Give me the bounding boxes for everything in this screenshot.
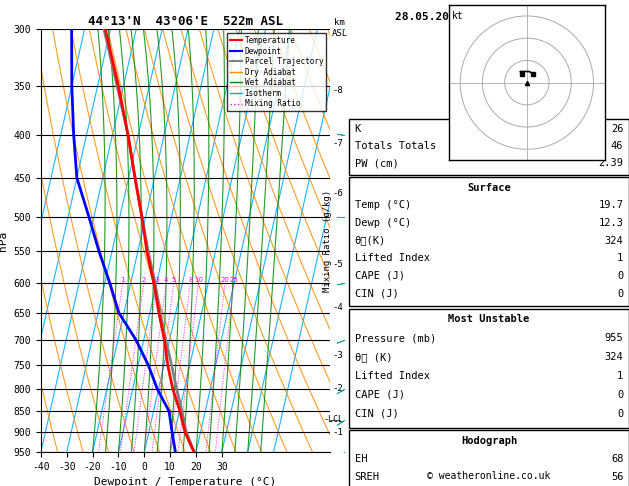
Text: Mixing Ratio (g/kg): Mixing Ratio (g/kg) <box>323 190 331 292</box>
Text: 8: 8 <box>188 278 192 283</box>
Text: 19.7: 19.7 <box>598 200 623 210</box>
Text: Surface: Surface <box>467 183 511 192</box>
Text: 10: 10 <box>194 278 203 283</box>
Text: 26: 26 <box>611 124 623 134</box>
Text: 2: 2 <box>142 278 146 283</box>
Text: K: K <box>355 124 361 134</box>
Text: 0: 0 <box>617 271 623 281</box>
Text: CIN (J): CIN (J) <box>355 289 398 298</box>
Text: -4: -4 <box>333 303 343 312</box>
Text: 2.39: 2.39 <box>598 158 623 168</box>
Text: Lifted Index: Lifted Index <box>355 253 430 263</box>
Text: © weatheronline.co.uk: © weatheronline.co.uk <box>427 471 551 481</box>
Y-axis label: hPa: hPa <box>0 230 8 251</box>
Legend: Temperature, Dewpoint, Parcel Trajectory, Dry Adiabat, Wet Adiabat, Isotherm, Mi: Temperature, Dewpoint, Parcel Trajectory… <box>227 33 326 111</box>
Text: -7: -7 <box>333 139 343 148</box>
Text: -6: -6 <box>333 190 343 198</box>
Text: CAPE (J): CAPE (J) <box>355 390 404 400</box>
Text: km
ASL: km ASL <box>331 18 348 37</box>
Text: 46: 46 <box>611 141 623 151</box>
Text: 0: 0 <box>617 289 623 298</box>
Text: 20: 20 <box>220 278 230 283</box>
Text: θᴇ(K): θᴇ(K) <box>355 236 386 245</box>
Text: 4: 4 <box>164 278 169 283</box>
Text: CAPE (J): CAPE (J) <box>355 271 404 281</box>
Bar <box>349 177 629 306</box>
Text: 0: 0 <box>617 390 623 400</box>
Text: EH: EH <box>355 454 367 464</box>
Text: -1: -1 <box>333 428 343 436</box>
Text: 1: 1 <box>617 371 623 381</box>
Text: -8: -8 <box>333 87 343 95</box>
Text: 324: 324 <box>604 352 623 362</box>
Text: 955: 955 <box>604 333 623 343</box>
Text: Pressure (mb): Pressure (mb) <box>355 333 436 343</box>
Text: CIN (J): CIN (J) <box>355 409 398 419</box>
Text: PW (cm): PW (cm) <box>355 158 398 168</box>
Text: Most Unstable: Most Unstable <box>448 314 530 324</box>
Bar <box>349 119 629 175</box>
X-axis label: Dewpoint / Temperature (°C): Dewpoint / Temperature (°C) <box>94 477 277 486</box>
Text: 5: 5 <box>172 278 176 283</box>
Text: -2: -2 <box>333 384 343 394</box>
Text: 1: 1 <box>121 278 125 283</box>
Text: 68: 68 <box>611 454 623 464</box>
Title: 44°13'N  43°06'E  522m ASL: 44°13'N 43°06'E 522m ASL <box>88 15 283 28</box>
Text: 324: 324 <box>604 236 623 245</box>
Text: 12.3: 12.3 <box>598 218 623 228</box>
Text: -5: -5 <box>333 260 343 269</box>
Bar <box>349 309 629 428</box>
Text: Dewp (°C): Dewp (°C) <box>355 218 411 228</box>
Bar <box>349 430 629 486</box>
Text: -3: -3 <box>333 351 343 360</box>
Text: Temp (°C): Temp (°C) <box>355 200 411 210</box>
Text: SREH: SREH <box>355 472 380 482</box>
Text: 28.05.2024  18GMT (Base: 06): 28.05.2024 18GMT (Base: 06) <box>394 12 584 22</box>
Text: 25: 25 <box>230 278 238 283</box>
Text: 0: 0 <box>617 409 623 419</box>
Text: Lifted Index: Lifted Index <box>355 371 430 381</box>
Text: 56: 56 <box>611 472 623 482</box>
Text: Totals Totals: Totals Totals <box>355 141 436 151</box>
Text: Hodograph: Hodograph <box>461 435 517 446</box>
Text: θᴇ (K): θᴇ (K) <box>355 352 392 362</box>
Text: 1: 1 <box>617 253 623 263</box>
Text: -LCL: -LCL <box>323 415 343 424</box>
Text: 3: 3 <box>154 278 159 283</box>
